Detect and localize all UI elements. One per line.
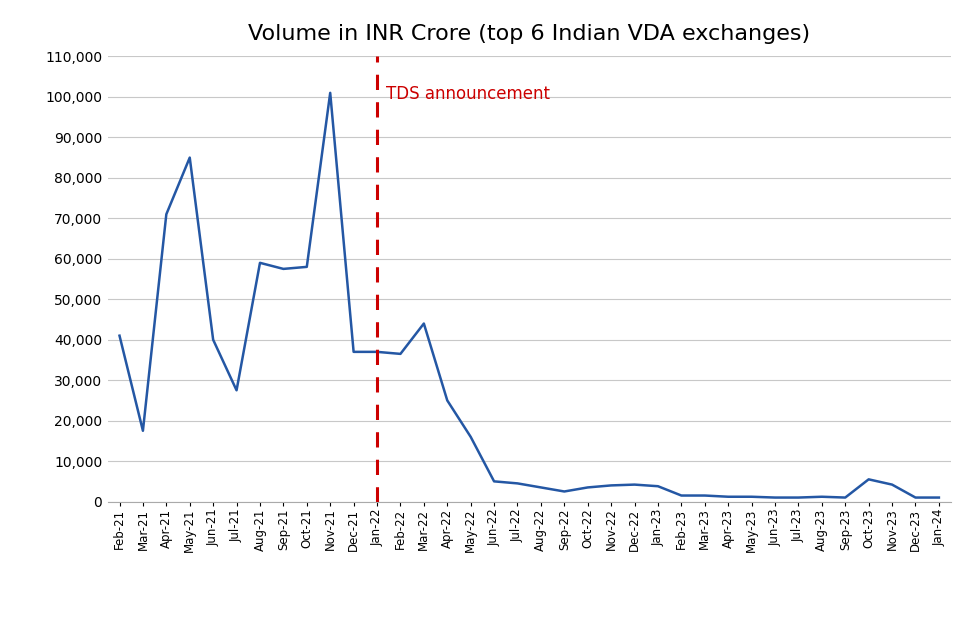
Title: Volume in INR Crore (top 6 Indian VDA exchanges): Volume in INR Crore (top 6 Indian VDA ex… [248,24,810,44]
Text: TDS announcement: TDS announcement [386,85,551,103]
